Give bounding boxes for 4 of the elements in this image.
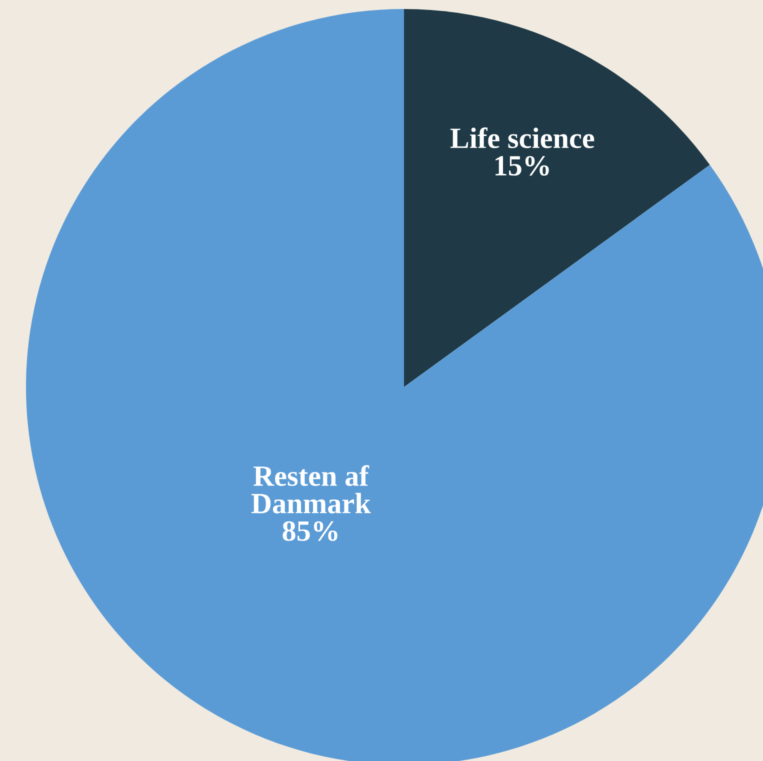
slice-label: Life science: [450, 127, 594, 148]
slice-label: Resten af Danmark: [251, 465, 371, 514]
data-label: 85%: [282, 521, 338, 542]
data-label: 15%: [496, 156, 549, 176]
